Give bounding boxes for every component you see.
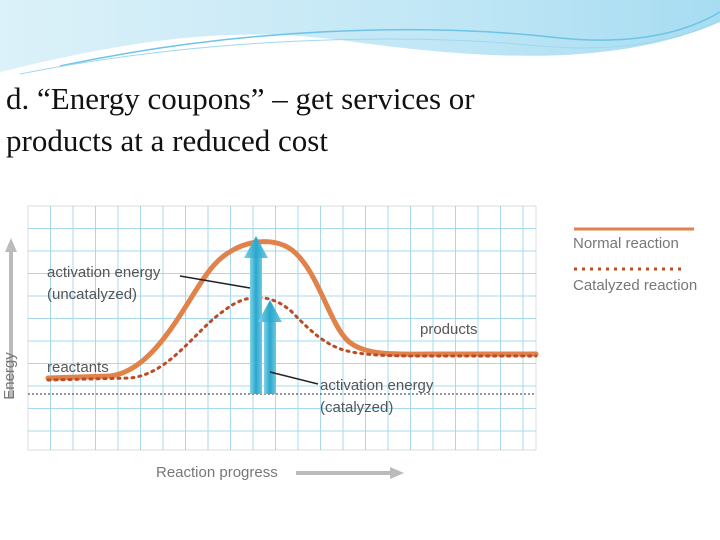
arrow-uncatalyzed [244,236,268,394]
arrow-catalyzed [258,300,282,394]
leader-uncatalyzed [179,275,251,289]
plot-grid [28,206,536,450]
y-axis-label: Energy [1,352,18,400]
header-wave [0,0,720,72]
label-activation-uncatalyzed: activation energy [47,264,161,281]
label-activation-uncatalyzed-sub: (uncatalyzed) [47,286,137,303]
x-axis-arrowhead [390,467,404,479]
legend-catalyzed-label: Catalyzed reaction [573,277,697,294]
header-wave-line-2 [19,19,720,75]
catalyzed-reaction-curve [46,296,538,382]
slide-header-decoration [0,0,720,75]
label-products: products [420,321,478,338]
label-reactants: reactants [47,359,109,376]
slide-title-line-2: products at a reduced cost [6,123,328,158]
slide-title: d. “Energy coupons” – get services or pr… [6,78,706,162]
leader-catalyzed [269,371,319,385]
label-activation-catalyzed-sub: (catalyzed) [320,399,393,416]
energy-diagram: activation energy (uncatalyzed) reactant… [1,205,697,481]
x-axis-label: Reaction progress [156,464,278,481]
normal-reaction-curve [45,239,539,381]
legend-normal-label: Normal reaction [573,235,679,252]
slide-title-line-1: d. “Energy coupons” – get services or [6,81,475,116]
y-axis-arrowhead [5,238,17,252]
label-activation-catalyzed: activation energy [320,377,434,394]
header-wave-line [59,11,720,67]
